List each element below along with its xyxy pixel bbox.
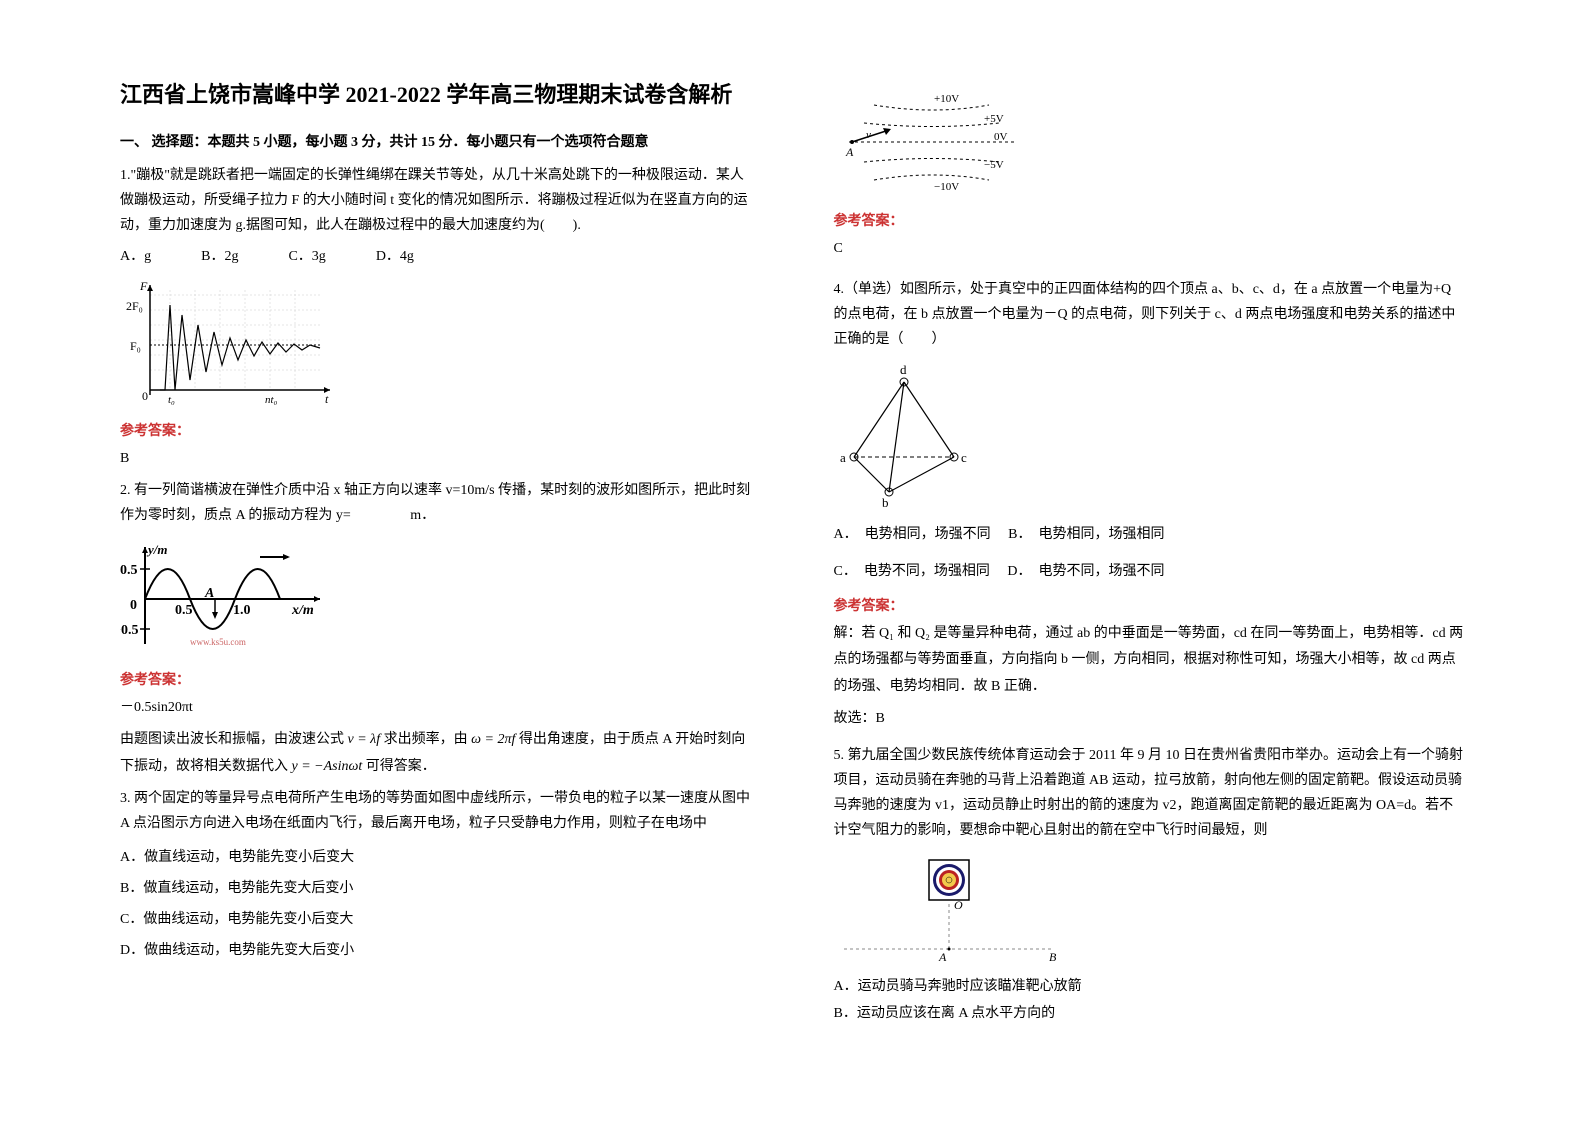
svg-text:+5V: +5V [984, 113, 1004, 125]
q4-answer-final: 故选：B [834, 706, 1468, 733]
q4-opt-a: A． 电势相同，场强不同 [834, 527, 991, 542]
svg-text:A: A [204, 586, 214, 601]
svg-text:0.5: 0.5 [120, 563, 138, 578]
q4-text: 4.（单选）如图所示，处于真空中的正四面体结构的四个顶点 a、b、c、d，在 a… [834, 277, 1468, 353]
q5-opt-b: B．运动员应该在离 A 点水平方向的 [834, 1001, 1468, 1026]
svg-text:c: c [961, 450, 967, 465]
svg-text:1.0: 1.0 [233, 603, 251, 618]
question-3: 3. 两个固定的等量异号点电荷所产生电场的等势面如图中虚线所示，一带负电的粒子以… [120, 786, 754, 963]
q4-answer-explain: 解：若 Q₁ 和 Q₂ 是等量异种电荷，通过 ab 的中垂面是一等势面，cd 在… [834, 621, 1468, 701]
svg-text:−5V: −5V [984, 159, 1004, 171]
svg-text:A: A [938, 950, 947, 964]
q1-answer: B [120, 446, 754, 473]
svg-text:b: b [882, 495, 889, 510]
q2-formula-3: y = −Asinωt [292, 759, 363, 774]
q3-opt-a: A．做直线运动，电势能先变小后变大 [120, 845, 754, 870]
svg-text:0V: 0V [994, 131, 1008, 143]
q4-opt-c: C． 电势不同，场强相同 [834, 564, 990, 579]
svg-text:a: a [840, 450, 846, 465]
q4-opt-d: D． 电势不同，场强不同 [1007, 564, 1164, 579]
q5-figure: A B O [834, 854, 1468, 964]
q3-options: A．做直线运动，电势能先变小后变大 B．做直线运动，电势能先变大后变小 C．做曲… [120, 845, 754, 964]
wave-graph-icon: y/m 0.5 0 −0.5 0.5 1.0 x/m A www.ks5u.co… [120, 539, 330, 659]
svg-text:+10V: +10V [934, 93, 959, 105]
question-2: 2. 有一列简谐横波在弹性介质中沿 x 轴正方向以速率 v=10m/s 传播，某… [120, 478, 754, 658]
answer-label-1: 参考答案： [120, 420, 754, 440]
q1-opt-a: A．g [120, 244, 151, 269]
q1-text: 1."蹦极"就是跳跃者把一端固定的长弹性绳绑在踝关节等处，从几十米高处跳下的一种… [120, 163, 754, 239]
q4-opts-row2: C． 电势不同，场强相同 D． 电势不同，场强不同 [834, 559, 1468, 584]
answer-label-4: 参考答案： [834, 595, 1468, 615]
svg-text:nt₀: nt₀ [265, 394, 278, 406]
svg-text:B: B [1049, 950, 1057, 964]
svg-text:0: 0 [142, 389, 148, 403]
q2-text: 2. 有一列简谐横波在弹性介质中沿 x 轴正方向以速率 v=10m/s 传播，某… [120, 478, 754, 528]
svg-text:x/m: x/m [291, 603, 314, 618]
section-header: 一、 选择题：本题共 5 小题，每小题 3 分，共计 15 分．每小题只有一个选… [120, 131, 754, 151]
q3-opt-b: B．做直线运动，电势能先变大后变小 [120, 876, 754, 901]
q1-figure: F 2F₀ F₀ 0 t₀ nt₀ t [120, 280, 754, 410]
answer-label-2: 参考答案： [120, 669, 754, 689]
archery-target-icon: A B O [834, 854, 1064, 964]
q2-answer-explain: 由题图读出波长和振幅，由波速公式 v = λf 求出频率，由 ω = 2πf 得… [120, 727, 754, 780]
q2-ans-part2: 求出频率，由 [384, 732, 468, 747]
q3-opt-d: D．做曲线运动，电势能先变大后变小 [120, 938, 754, 963]
q3-opt-c: C．做曲线运动，电势能先变小后变大 [120, 907, 754, 932]
svg-text:www.ks5u.com: www.ks5u.com [190, 637, 246, 647]
left-column: 江西省上饶市嵩峰中学 2021-2022 学年高三物理期末试卷含解析 一、 选择… [100, 80, 794, 1082]
q2-figure: y/m 0.5 0 −0.5 0.5 1.0 x/m A www.ks5u.co… [120, 539, 754, 659]
tetrahedron-icon: a b c d [834, 362, 994, 512]
svg-text:v: v [866, 129, 871, 141]
svg-text:0.5: 0.5 [175, 603, 193, 618]
page-title: 江西省上饶市嵩峰中学 2021-2022 学年高三物理期末试卷含解析 [120, 80, 754, 111]
q3-answer: C [834, 236, 1468, 263]
svg-text:−0.5: −0.5 [120, 623, 138, 638]
svg-text:A: A [845, 145, 854, 159]
q4-options: A． 电势相同，场强不同 B． 电势相同，场强相同 C． 电势不同，场强相同 D… [834, 522, 1468, 584]
q5-text: 5. 第九届全国少数民族传统体育运动会于 2011 年 9 月 10 日在贵州省… [834, 743, 1468, 844]
ft-graph-icon: F 2F₀ F₀ 0 t₀ nt₀ t [120, 280, 340, 410]
q4-opt-b: B． 电势相同，场强相同 [1008, 527, 1164, 542]
svg-text:F₀: F₀ [130, 339, 141, 353]
answer-label-3: 参考答案： [834, 210, 1468, 230]
q2-ans-part1: 由题图读出波长和振幅，由波速公式 [120, 732, 344, 747]
q1-opt-c: C．3g [288, 244, 325, 269]
svg-text:d: d [900, 362, 907, 377]
q4-opts-row1: A． 电势相同，场强不同 B． 电势相同，场强相同 [834, 522, 1468, 547]
svg-text:t₀: t₀ [168, 394, 175, 406]
equipotential-icon: +10V +5V 0V −5V −10V v A [834, 90, 1034, 200]
right-column: +10V +5V 0V −5V −10V v A 参考答案： C 4.（单选）如… [794, 80, 1488, 1082]
q2-answer-formula: －0.5sin20πt [120, 695, 754, 722]
svg-text:−10V: −10V [934, 181, 959, 193]
svg-text:0: 0 [130, 598, 137, 613]
svg-text:2F₀: 2F₀ [126, 299, 143, 313]
q4-figure: a b c d [834, 362, 1468, 512]
q5-opt-a: A．运动员骑马奔驰时应该瞄准靶心放箭 [834, 974, 1468, 999]
q2-formula-2: ω = 2πf [471, 732, 515, 747]
q1-opt-b: B．2g [201, 244, 238, 269]
q1-options: A．g B．2g C．3g D．4g [120, 244, 754, 269]
svg-text:y/m: y/m [146, 542, 168, 557]
question-4: 4.（单选）如图所示，处于真空中的正四面体结构的四个顶点 a、b、c、d，在 a… [834, 277, 1468, 585]
q1-opt-d: D．4g [376, 244, 414, 269]
q3-text: 3. 两个固定的等量异号点电荷所产生电场的等势面如图中虚线所示，一带负电的粒子以… [120, 786, 754, 836]
q2-formula-1: v = λf [348, 732, 381, 747]
question-1: 1."蹦极"就是跳跃者把一端固定的长弹性绳绑在踝关节等处，从几十米高处跳下的一种… [120, 163, 754, 410]
q2-ans-part4: 可得答案． [366, 759, 436, 774]
svg-text:F: F [139, 280, 148, 293]
q5-options: A．运动员骑马奔驰时应该瞄准靶心放箭 B．运动员应该在离 A 点水平方向的 [834, 974, 1468, 1026]
question-5: 5. 第九届全国少数民族传统体育运动会于 2011 年 9 月 10 日在贵州省… [834, 743, 1468, 1026]
q3-figure: +10V +5V 0V −5V −10V v A [834, 90, 1468, 200]
